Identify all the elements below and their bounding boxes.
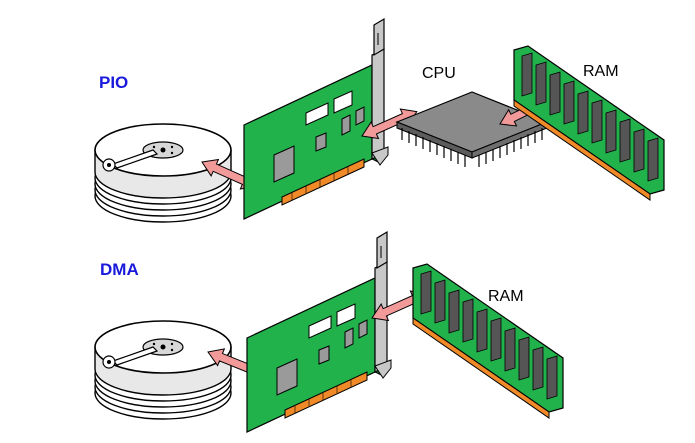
pio-label: PIO	[99, 73, 128, 92]
ram-label-top: RAM	[583, 63, 619, 80]
cpu-label: CPU	[422, 65, 456, 82]
hard-disk-icon	[94, 320, 232, 420]
dma-label: DMA	[100, 260, 139, 279]
expansion-card-icon	[243, 18, 389, 220]
ram-label-bottom: RAM	[488, 288, 524, 305]
expansion-card-icon	[246, 231, 392, 433]
cpu-chip-icon	[395, 91, 549, 167]
